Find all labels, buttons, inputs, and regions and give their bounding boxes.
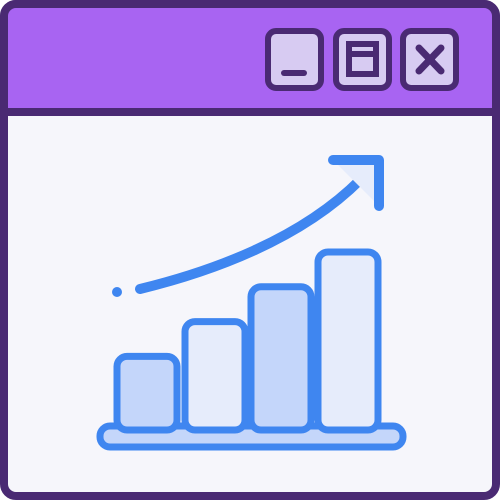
maximize-button[interactable] xyxy=(333,28,392,91)
growth-chart xyxy=(96,155,407,451)
chart-bar-2 xyxy=(181,318,249,434)
trend-arrow-dot xyxy=(112,287,122,297)
close-icon xyxy=(415,44,445,75)
maximize-icon xyxy=(346,41,379,77)
close-button[interactable] xyxy=(400,28,459,91)
minimize-button[interactable] xyxy=(265,28,324,91)
chart-bar-1 xyxy=(113,352,181,434)
trend-arrow-head xyxy=(328,155,384,211)
trend-arrow-shaft xyxy=(135,175,365,294)
bars-layer xyxy=(113,248,382,434)
chart-bar-3 xyxy=(247,283,315,434)
trend-arrow xyxy=(112,155,384,297)
chart-bar-4 xyxy=(314,248,382,434)
